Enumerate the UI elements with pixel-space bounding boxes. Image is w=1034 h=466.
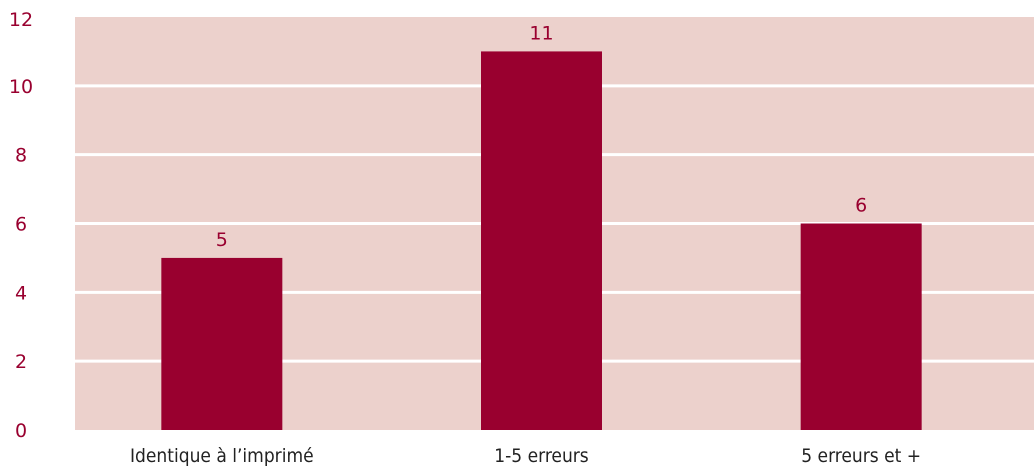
bar [481,51,602,431]
bar-data-labels: 5 11 6 [216,22,867,251]
bar-data-label: 11 [529,22,553,44]
y-tick-label: 8 [15,145,27,167]
y-tick-label: 4 [15,282,27,304]
y-tick-label: 2 [15,351,27,373]
x-tick-label: 5 erreurs et + [801,445,921,466]
bar-data-label: 5 [216,229,228,251]
bar [161,257,283,430]
bar [800,223,922,430]
y-tick-label: 10 [9,76,33,98]
y-axis-tick-labels: 0 2 4 6 8 10 12 [9,9,33,442]
y-tick-label: 6 [15,214,27,236]
y-tick-label: 0 [15,420,27,442]
bars [161,51,922,431]
x-tick-label: 1-5 erreurs [494,445,589,466]
y-tick-label: 12 [9,9,33,31]
bar-data-label: 6 [855,195,867,217]
x-tick-label: Identique à l’imprimé [130,445,314,466]
x-axis-tick-labels: Identique à l’imprimé 1-5 erreurs 5 erreur… [130,445,921,466]
